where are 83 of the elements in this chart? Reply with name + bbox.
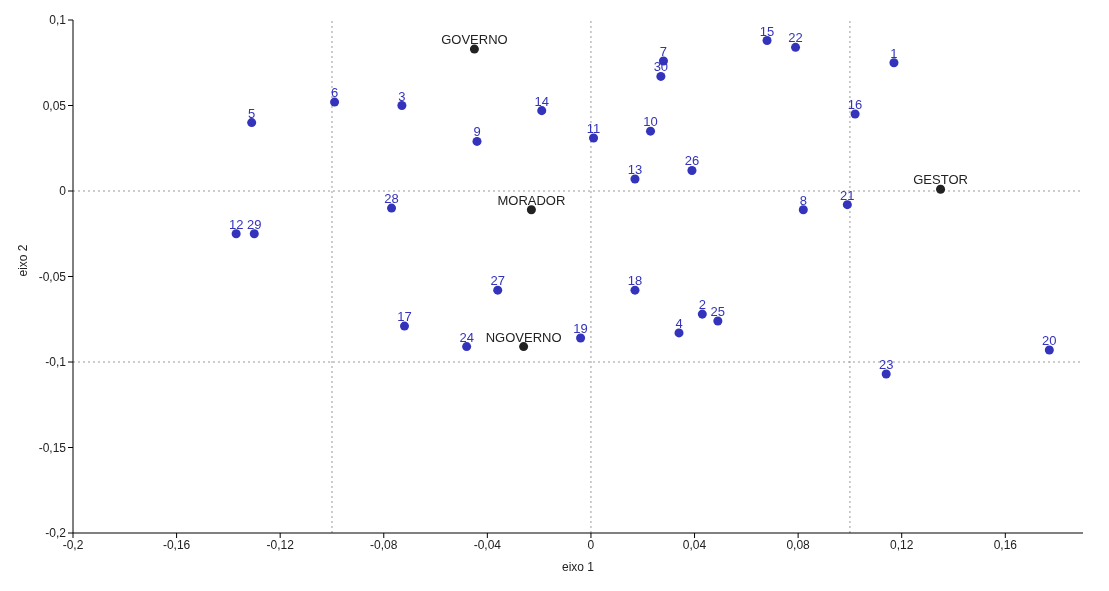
point (646, 126, 656, 136)
annotation: 21 (840, 187, 855, 203)
point (469, 44, 479, 54)
annotation: 26 (684, 153, 700, 169)
annotation: 12 (228, 216, 244, 232)
y-tick-label: -0,15 (38, 440, 67, 455)
y-tick-label: -0,1 (45, 355, 67, 370)
annotation: GOVERNO (441, 32, 508, 48)
point (936, 184, 946, 194)
point (889, 58, 899, 68)
annotation: GESTOR (913, 172, 968, 188)
point (881, 369, 891, 379)
point (387, 203, 397, 213)
point (493, 285, 503, 295)
point (791, 42, 801, 52)
annotation: 13 (627, 162, 643, 178)
x-tick-label: -0,12 (266, 537, 295, 552)
annotation: 17 (397, 309, 412, 325)
x-tick-label: 0,12 (890, 537, 914, 552)
x-tick-label: 0 (587, 537, 595, 552)
annotation: 20 (1042, 333, 1057, 349)
point (687, 165, 697, 175)
annotation: 14 (534, 93, 549, 109)
x-tick-label: -0,04 (473, 537, 502, 552)
annotation: 28 (384, 191, 399, 207)
point (630, 285, 640, 295)
x-tick-label: 0,04 (682, 537, 707, 552)
point (249, 229, 259, 239)
annotation: 6 (330, 85, 339, 101)
annotation: 3 (398, 88, 406, 104)
point (526, 205, 536, 215)
annotation: 10 (643, 114, 658, 130)
annotation: 7 (659, 44, 668, 60)
point (842, 200, 852, 210)
point (762, 36, 772, 46)
point (519, 342, 529, 352)
annotation: 19 (573, 321, 588, 337)
x-tick-label: -0,08 (370, 537, 398, 552)
annotation: 5 (248, 105, 256, 121)
annotation: 18 (627, 273, 643, 289)
y-axis-title: eixo 2 (16, 244, 31, 277)
point (697, 309, 707, 319)
annotation: 2 (698, 297, 706, 313)
annotation: MORADOR (497, 192, 566, 208)
point (630, 174, 640, 184)
point (231, 229, 241, 239)
point (656, 71, 666, 81)
y-tick-label: -0,05 (38, 269, 67, 284)
annotation: 27 (490, 273, 505, 289)
point (399, 321, 409, 331)
point (397, 100, 407, 111)
x-axis-title: eixo 1 (561, 560, 595, 574)
point (330, 97, 340, 107)
x-tick-label: 0,08 (786, 537, 811, 552)
annotation: NGOVERNO (485, 329, 562, 345)
point (850, 109, 860, 119)
point (462, 342, 472, 352)
annotation: 29 (247, 216, 262, 232)
annotation: 23 (878, 356, 894, 372)
annotation: 15 (759, 23, 775, 39)
point (798, 205, 808, 215)
point (713, 316, 723, 326)
annotation: 24 (459, 329, 474, 345)
annotation: 1 (890, 45, 898, 61)
annotation: 16 (847, 97, 863, 113)
annotation: 9 (473, 124, 481, 140)
annotation: 25 (710, 303, 726, 319)
point (576, 333, 586, 343)
point (1044, 345, 1054, 355)
x-tick-label: 0,16 (993, 537, 1018, 552)
annotation: 11 (586, 120, 601, 136)
x-tick-label: -0,16 (162, 537, 191, 552)
point (589, 133, 599, 143)
point (674, 328, 684, 338)
y-tick-label: 0,05 (42, 98, 67, 113)
point (472, 136, 482, 146)
y-tick-label: 0 (59, 184, 67, 199)
point (537, 106, 547, 116)
annotation: 8 (799, 192, 807, 208)
y-tick-label: 0,1 (49, 13, 67, 28)
annotation: 22 (788, 30, 803, 46)
point (247, 118, 257, 128)
annotation: 4 (675, 315, 683, 331)
